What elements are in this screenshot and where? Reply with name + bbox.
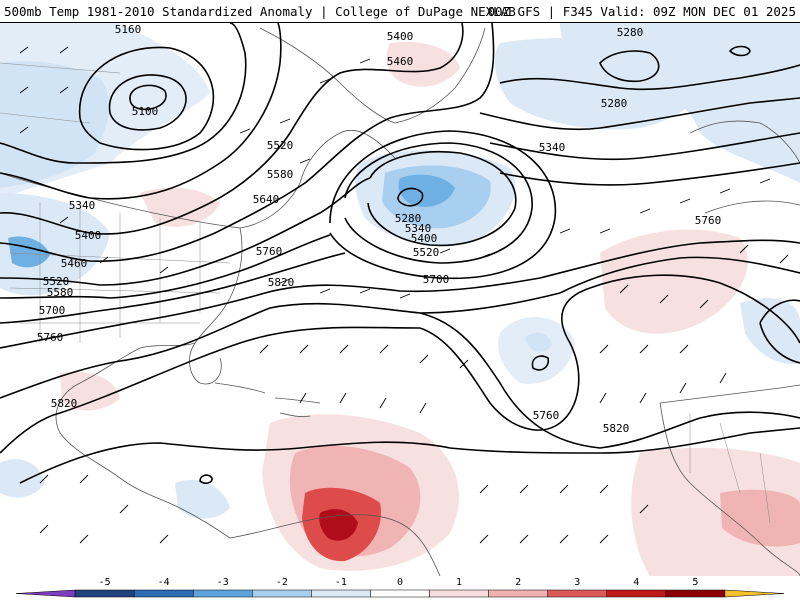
contour-label: 5520 [267, 139, 294, 152]
legend-swatch [429, 589, 489, 598]
warm-anomaly-greenland [386, 41, 460, 87]
contour-label: 5160 [115, 23, 142, 36]
legend-tick-label: -2 [276, 577, 288, 588]
cold-anomaly-canada-west-2 [0, 23, 210, 198]
warm-anomaly-africa-mid [720, 489, 800, 547]
wind-barbs [19, 46, 789, 544]
borders [0, 62, 771, 524]
legend-swatch [252, 589, 312, 598]
legend-swatch [15, 589, 76, 598]
legend-swatch [370, 589, 430, 598]
warm-anomaly-plains [140, 187, 220, 227]
contour-label: 5400 [75, 229, 102, 242]
contour-label: 5760 [256, 245, 283, 258]
cold-anomaly-east-atlantic [740, 298, 800, 364]
legend-swatch [133, 589, 194, 598]
contour-label: 5400 [411, 232, 438, 245]
contour-label: 5820 [268, 276, 295, 289]
legend-swatch [192, 589, 253, 598]
model-run-info: 00Z GFS | F345 Valid: 09Z MON DEC 01 202… [487, 4, 796, 19]
legend-tick-label: 5 [692, 577, 698, 588]
map-title: 500mb Temp 1981-2010 Standardized Anomal… [4, 4, 516, 19]
contour-label: 5640 [253, 193, 280, 206]
contour-label: 5760 [533, 409, 560, 422]
contour-label: 5520 [43, 275, 70, 288]
contour-label: 5760 [37, 331, 64, 344]
contour-label: 5340 [405, 222, 432, 235]
legend-tick-label: -5 [99, 577, 111, 588]
cold-anomaly-west [8, 236, 50, 268]
contour-label: 5400 [387, 30, 414, 43]
cold-anomaly-east-canada [0, 193, 110, 296]
contour-label: 5580 [267, 168, 294, 181]
legend-tick-label: -4 [158, 577, 170, 588]
legend-swatch [488, 589, 548, 598]
cold-anomaly-low-inner [398, 174, 455, 208]
legend-swatch [74, 589, 135, 598]
contour-label: 5280 [601, 97, 628, 110]
anomaly-shading [0, 23, 800, 576]
legend-tick-label: 3 [574, 577, 580, 588]
legend-swatch [311, 589, 371, 598]
legend-swatch [724, 589, 785, 598]
weather-map: 5160 5100 5400 5460 5280 5280 5340 5520 … [0, 23, 800, 576]
map-header: 500mb Temp 1981-2010 Standardized Anomal… [0, 0, 800, 23]
contour-label: 5280 [617, 26, 644, 39]
legend-swatch [665, 589, 726, 598]
contour-label: 5460 [387, 55, 414, 68]
warm-anomaly-mexico [60, 371, 120, 411]
contour-label: 5700 [423, 273, 450, 286]
contour-label: 5340 [69, 199, 96, 212]
legend-tick-label: 0 [397, 577, 403, 588]
legend-tick-label: -3 [217, 577, 229, 588]
legend-tick-label: 1 [456, 577, 462, 588]
height-contours [0, 23, 800, 484]
contour-label: 5520 [413, 246, 440, 259]
contour-label: 5820 [51, 397, 78, 410]
contour-label: 5460 [61, 257, 88, 270]
cold-anomaly-pacific [0, 459, 45, 498]
legend-swatch [547, 589, 608, 598]
contour-labels: 5160 5100 5400 5460 5280 5280 5340 5520 … [37, 23, 722, 435]
legend-tick-label: 2 [515, 577, 521, 588]
contour-label: 5700 [39, 304, 66, 317]
contour-label: 5760 [695, 214, 722, 227]
contour-label: 5580 [47, 286, 74, 299]
cold-anomaly-central-america [175, 479, 230, 519]
warm-anomaly-eastern-atlantic [600, 229, 748, 334]
legend-swatch [606, 589, 667, 598]
cold-anomaly-atlantic-ring [498, 316, 575, 384]
contour-label: 5340 [539, 141, 566, 154]
color-legend: -5 -4 -3 -2 -1 0 1 2 3 4 5 [0, 576, 800, 600]
contour-label: 5280 [395, 212, 422, 225]
contour-label: 5100 [132, 105, 159, 118]
legend-tick-label: -1 [335, 577, 347, 588]
contour-label: 5820 [603, 422, 630, 435]
legend-tick-label: 4 [633, 577, 639, 588]
